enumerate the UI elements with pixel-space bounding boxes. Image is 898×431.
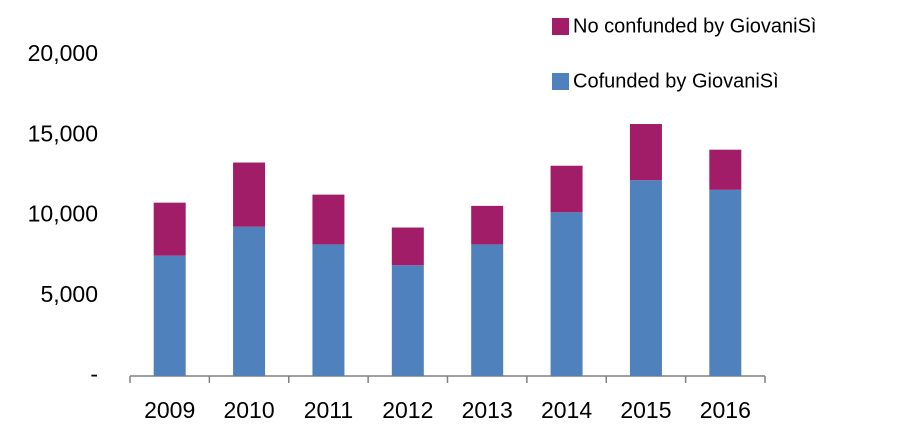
x-tick-label: 2012 bbox=[382, 397, 433, 423]
bar-segment bbox=[153, 255, 186, 376]
bar-segment bbox=[233, 226, 266, 376]
legend-label: Cofunded by GiovaniSì bbox=[573, 70, 779, 92]
y-tick-label: 15,000 bbox=[28, 120, 98, 146]
bar-segment bbox=[709, 149, 742, 190]
bar-segment bbox=[153, 202, 186, 256]
legend-swatch bbox=[552, 73, 569, 90]
bar-segment bbox=[312, 194, 345, 245]
bar-segment bbox=[550, 212, 583, 376]
x-tick-label: 2009 bbox=[144, 397, 195, 423]
y-tick-label: 10,000 bbox=[28, 201, 98, 227]
bar-segment bbox=[312, 244, 345, 376]
x-tick-label: 2011 bbox=[304, 397, 353, 423]
bar-segment bbox=[629, 124, 662, 181]
bar-segment bbox=[629, 180, 662, 376]
x-tick-label: 2013 bbox=[462, 397, 513, 423]
bar-segment bbox=[471, 244, 504, 376]
y-tick-label: 5,000 bbox=[40, 281, 98, 307]
bar-segment bbox=[550, 165, 583, 213]
legend-label: No confunded by GiovaniSì bbox=[573, 15, 817, 37]
y-tick-label: - bbox=[90, 361, 98, 387]
bar-segment bbox=[471, 205, 504, 245]
x-tick-label: 2010 bbox=[223, 397, 274, 423]
x-tick-label: 2015 bbox=[620, 397, 671, 423]
bar-segment bbox=[233, 162, 266, 227]
y-tick-label: 20,000 bbox=[28, 40, 98, 66]
bar-segment bbox=[391, 265, 424, 376]
legend-swatch bbox=[552, 18, 569, 35]
bar-segment bbox=[709, 189, 742, 376]
x-tick-label: 2014 bbox=[541, 397, 592, 423]
bar-segment bbox=[391, 227, 424, 266]
x-tick-label: 2016 bbox=[700, 397, 751, 423]
